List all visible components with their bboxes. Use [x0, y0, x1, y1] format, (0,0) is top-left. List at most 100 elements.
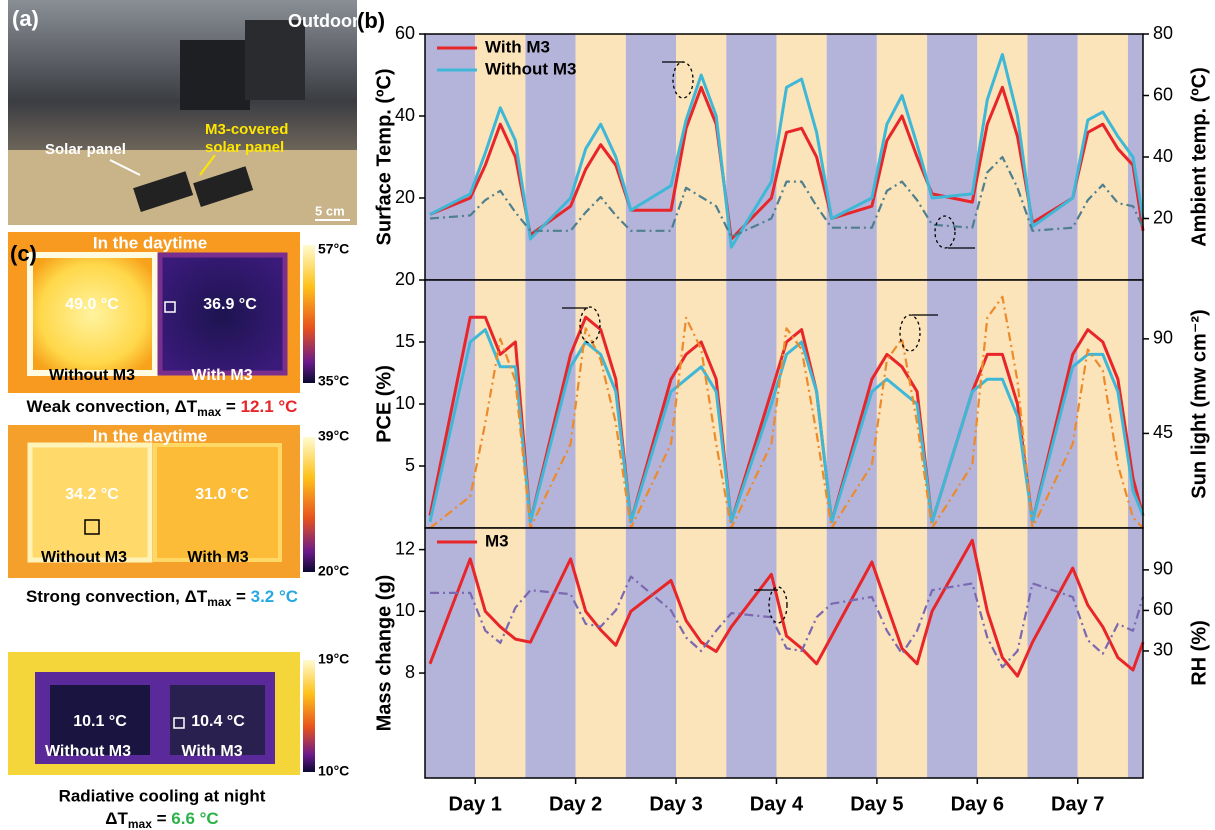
data-line [429, 53, 1145, 249]
y-tick-label: 15 [395, 331, 415, 351]
caption-text: = [221, 397, 240, 416]
y2-tick-label: 45 [1153, 422, 1173, 442]
caption-text: ΔT [105, 809, 128, 828]
photo-annotation: M3-covered [205, 121, 288, 138]
time-band [625, 34, 677, 280]
y2-tick-label: 20 [1153, 207, 1173, 227]
y2-axis-title: Sun light (mw cm⁻²) [1188, 309, 1210, 498]
y2-axis-title: RH (%) [1188, 620, 1210, 686]
thermal-panel: (c) In the daytime 49.0 °C 36.9 °C Witho… [8, 232, 349, 830]
panel-label: (a) [12, 6, 39, 31]
color-bar [303, 437, 315, 572]
sample-label: Without M3 [45, 743, 131, 760]
marker [84, 519, 100, 535]
y-tick-label: 12 [395, 538, 415, 558]
legend-label: With M3 [485, 37, 550, 56]
caption-subscript: max [207, 595, 231, 609]
caption-text: = [231, 587, 250, 606]
y-tick-label: 10 [395, 600, 415, 620]
x-tick-label: Day 3 [649, 793, 702, 815]
panel [153, 443, 282, 562]
solar-panel [193, 166, 254, 207]
y2-tick-label: 80 [1153, 23, 1173, 43]
y2-tick-label: 40 [1153, 146, 1173, 166]
time-band [425, 34, 476, 280]
time-band [676, 34, 727, 280]
marker [173, 717, 185, 729]
x-tick-label: Day 5 [850, 793, 903, 815]
time-band [927, 34, 978, 280]
scale-bar-label: 5 cm [315, 203, 345, 218]
caption: Strong convection, ΔTmax = 3.2 °C [26, 587, 298, 609]
y2-tick-label: 90 [1153, 328, 1173, 348]
time-band [625, 528, 677, 778]
color-bar [303, 245, 315, 383]
x-tick-label: Day 4 [750, 793, 804, 815]
time-band [826, 34, 877, 280]
time-band [1027, 34, 1078, 280]
caption-value: 6.6 °C [171, 809, 218, 828]
caption-text: Strong convection, ΔT [26, 587, 208, 606]
solar-panel [133, 171, 194, 212]
time-band [776, 528, 827, 778]
x-tick-label: Day 1 [449, 793, 502, 815]
photo-panel: (a) Outdoor Solar panel M3-covered solar… [8, 0, 359, 225]
photo-label: Outdoor [288, 11, 359, 31]
sample-label: With M3 [191, 367, 252, 384]
data-line [430, 575, 1145, 669]
y2-tick-label: 30 [1153, 640, 1173, 660]
y2-axis-title: Ambient temp. (ºC) [1188, 67, 1210, 247]
caption-value: 12.1 °C [241, 397, 298, 416]
sample-label: With M3 [187, 549, 248, 566]
color-bar-label: 10°C [318, 763, 349, 779]
x-tick-label: Day 6 [951, 793, 1004, 815]
y-tick-label: 20 [395, 269, 415, 289]
y-tick-label: 10 [395, 393, 415, 413]
time-band [726, 528, 777, 778]
time-band [1127, 34, 1143, 280]
y2-tick-label: 90 [1153, 559, 1173, 579]
caption: ΔTmax = 6.6 °C [105, 809, 218, 830]
panel [27, 442, 153, 563]
y-tick-label: 40 [395, 105, 415, 125]
equipment [180, 40, 250, 110]
annotation-ellipse [768, 586, 788, 624]
y-axis-title: PCE (%) [373, 365, 395, 443]
panel-label: (c) [10, 241, 37, 266]
y-tick-label: 60 [395, 23, 415, 43]
image-banner: In the daytime [93, 426, 207, 445]
annotation-ellipse [899, 314, 921, 352]
cold-panel [157, 252, 288, 376]
time-band [525, 34, 576, 280]
y-tick-label: 5 [405, 455, 415, 475]
caption: Weak convection, ΔTmax = 12.1 °C [27, 397, 298, 419]
marker [164, 301, 176, 313]
temperature: 36.9 °C [203, 296, 257, 313]
photo-annotation: solar panel [205, 139, 284, 156]
color-bar-label: 20°C [318, 563, 349, 579]
color-bar-label: 35°C [318, 373, 349, 389]
time-band [525, 528, 576, 778]
legend-label: Without M3 [485, 59, 576, 78]
arrow [199, 154, 216, 176]
panel [50, 685, 150, 755]
caption-subscript: max [197, 405, 221, 419]
temperature: 31.0 °C [195, 486, 249, 503]
y2-tick-label: 60 [1153, 84, 1173, 104]
annotation-ellipse [579, 306, 601, 344]
charts: 20 40 60 20 40 60 80 Surface Temp. (ºC) Ambient … [373, 23, 1210, 816]
arrow [109, 159, 141, 176]
caption-text: Weak convection, ΔT [27, 397, 198, 416]
time-band [1077, 34, 1128, 280]
time-band [1027, 280, 1078, 528]
data-line [429, 155, 1144, 238]
time-band [1027, 528, 1078, 778]
time-band [776, 34, 827, 280]
caption: Radiative cooling at night [59, 786, 266, 805]
photo-annotation: Solar panel [45, 141, 126, 158]
color-bar-label: 57°C [318, 241, 349, 257]
color-bar-label: 39°C [318, 428, 349, 444]
temperature: 49.0 °C [65, 296, 119, 313]
time-band [876, 34, 928, 280]
